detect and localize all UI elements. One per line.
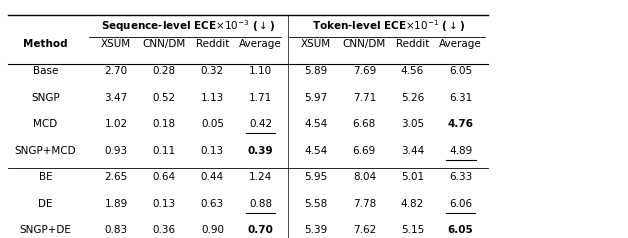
Text: 1.24: 1.24 (249, 172, 272, 182)
Text: 5.58: 5.58 (305, 199, 328, 209)
Text: CNN/DM: CNN/DM (143, 40, 186, 50)
Text: 5.39: 5.39 (305, 225, 328, 235)
Text: 5.97: 5.97 (305, 93, 328, 103)
Text: DE: DE (38, 199, 53, 209)
Text: XSUM: XSUM (101, 40, 131, 50)
Text: 3.44: 3.44 (401, 146, 424, 156)
Text: 6.68: 6.68 (353, 119, 376, 129)
Text: CNN/DM: CNN/DM (343, 40, 386, 50)
Text: 4.76: 4.76 (448, 119, 474, 129)
Text: Average: Average (439, 40, 482, 50)
Text: 4.82: 4.82 (401, 199, 424, 209)
Text: 4.54: 4.54 (305, 146, 328, 156)
Text: Reddit: Reddit (196, 40, 229, 50)
Text: 4.54: 4.54 (305, 119, 328, 129)
Text: 0.28: 0.28 (153, 66, 176, 76)
Text: 0.90: 0.90 (201, 225, 224, 235)
Text: 8.04: 8.04 (353, 172, 376, 182)
Text: 2.65: 2.65 (104, 172, 127, 182)
Text: 6.69: 6.69 (353, 146, 376, 156)
Text: 3.05: 3.05 (401, 119, 424, 129)
Text: 5.01: 5.01 (401, 172, 424, 182)
Text: 0.63: 0.63 (201, 199, 224, 209)
Text: Sequence-level ECE$\times10^{-3}$ ($\downarrow$): Sequence-level ECE$\times10^{-3}$ ($\dow… (101, 19, 276, 35)
Text: 6.05: 6.05 (449, 66, 472, 76)
Text: 0.70: 0.70 (247, 225, 273, 235)
Text: 0.11: 0.11 (153, 146, 176, 156)
Text: 7.69: 7.69 (353, 66, 376, 76)
Text: 0.83: 0.83 (104, 225, 127, 235)
Text: 1.10: 1.10 (249, 66, 272, 76)
Text: Method: Method (23, 40, 68, 50)
Text: SNGP+MCD: SNGP+MCD (15, 146, 77, 156)
Text: 4.56: 4.56 (401, 66, 424, 76)
Text: 1.71: 1.71 (249, 93, 272, 103)
Text: Average: Average (239, 40, 282, 50)
Text: 6.33: 6.33 (449, 172, 472, 182)
Text: 2.70: 2.70 (104, 66, 127, 76)
Text: 0.88: 0.88 (249, 199, 272, 209)
Text: 1.89: 1.89 (104, 199, 127, 209)
Text: 0.36: 0.36 (153, 225, 176, 235)
Text: BE: BE (39, 172, 52, 182)
Text: 0.64: 0.64 (153, 172, 176, 182)
Text: MCD: MCD (33, 119, 58, 129)
Text: 0.13: 0.13 (201, 146, 224, 156)
Text: SNGP: SNGP (31, 93, 60, 103)
Text: 5.95: 5.95 (305, 172, 328, 182)
Text: 7.78: 7.78 (353, 199, 376, 209)
Text: 6.05: 6.05 (448, 225, 474, 235)
Text: 1.13: 1.13 (201, 93, 224, 103)
Text: 0.44: 0.44 (201, 172, 224, 182)
Text: 7.71: 7.71 (353, 93, 376, 103)
Text: 5.89: 5.89 (305, 66, 328, 76)
Text: 4.89: 4.89 (449, 146, 472, 156)
Text: SNGP+DE: SNGP+DE (19, 225, 72, 235)
Text: 0.32: 0.32 (201, 66, 224, 76)
Text: Base: Base (33, 66, 58, 76)
Text: 0.05: 0.05 (201, 119, 224, 129)
Text: Reddit: Reddit (396, 40, 429, 50)
Text: 3.47: 3.47 (104, 93, 127, 103)
Text: 0.52: 0.52 (153, 93, 176, 103)
Text: 0.93: 0.93 (104, 146, 127, 156)
Text: Token-level ECE$\times10^{-1}$ ($\downarrow$): Token-level ECE$\times10^{-1}$ ($\downar… (312, 19, 465, 35)
Text: 0.39: 0.39 (247, 146, 273, 156)
Text: 0.13: 0.13 (153, 199, 176, 209)
Text: 1.02: 1.02 (104, 119, 127, 129)
Text: 5.15: 5.15 (401, 225, 424, 235)
Text: 0.18: 0.18 (153, 119, 176, 129)
Text: 7.62: 7.62 (353, 225, 376, 235)
Text: 6.31: 6.31 (449, 93, 472, 103)
Text: 6.06: 6.06 (449, 199, 472, 209)
Text: XSUM: XSUM (301, 40, 331, 50)
Text: 5.26: 5.26 (401, 93, 424, 103)
Text: 0.42: 0.42 (249, 119, 272, 129)
